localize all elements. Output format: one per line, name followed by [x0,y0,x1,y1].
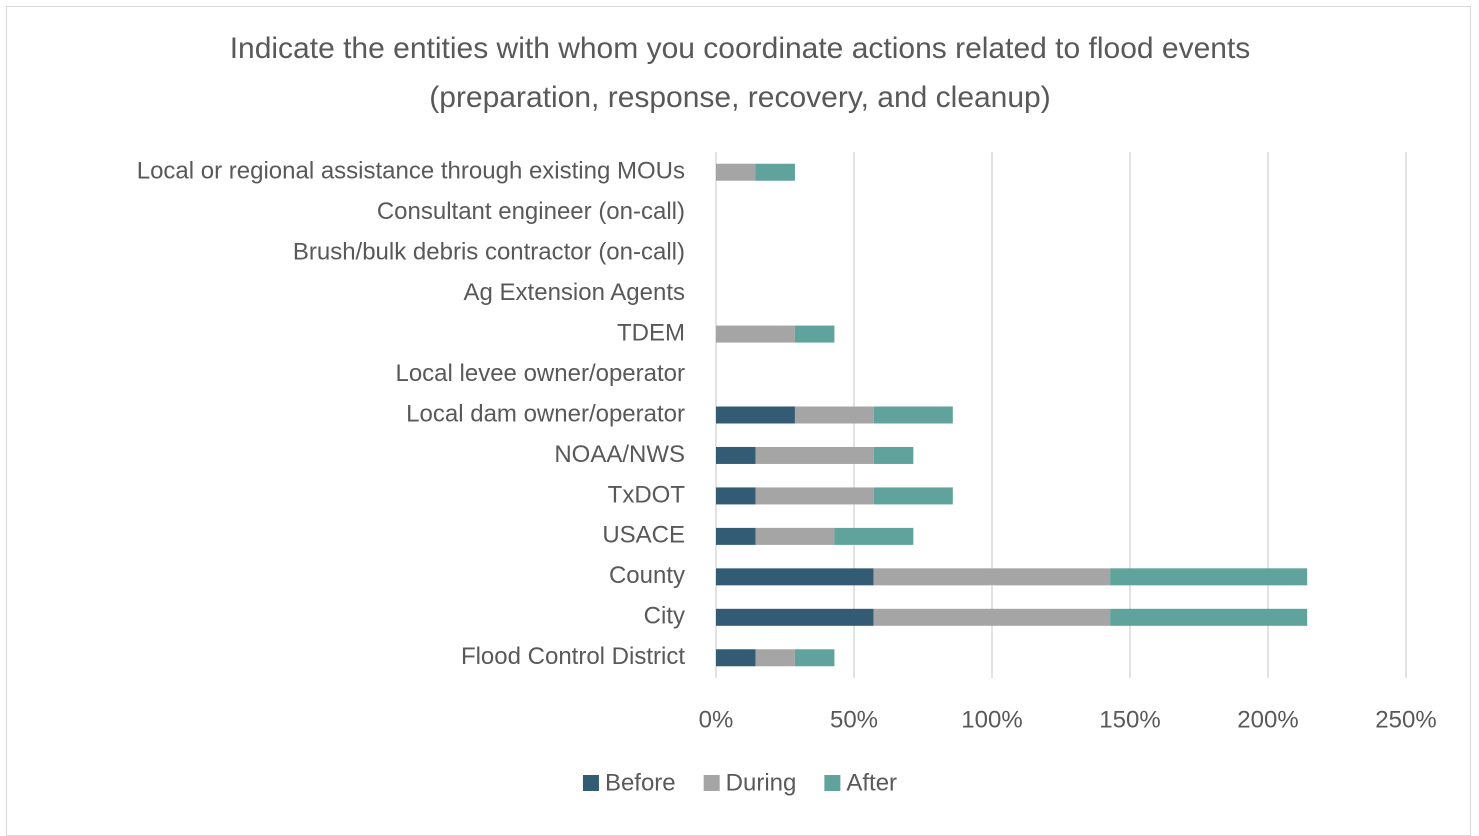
legend-label: Before [605,769,676,796]
y-tick-label: TxDOT [608,481,686,508]
legend-swatch [824,775,841,791]
bar-segment [716,487,756,505]
bar-segment [716,649,756,667]
y-tick-label: Flood Control District [461,643,685,670]
bar-segment [755,649,795,667]
y-tick-label: Local dam owner/operator [406,400,685,427]
bar-segment [1110,568,1308,586]
y-tick-label: NOAA/NWS [554,441,685,468]
y-tick-label: USACE [602,522,685,549]
bar-segment [716,446,756,464]
bar-segment [794,406,874,424]
x-tick-label: 100% [961,706,1022,733]
y-tick-label: Local or regional assistance through exi… [137,158,685,185]
legend-label: After [846,769,897,796]
x-tick-label: 0% [699,706,734,733]
bar-segment [716,527,756,545]
y-tick-label: Local levee owner/operator [395,360,685,387]
bar-segment [716,325,795,343]
bar-segment [873,406,953,424]
bar-segment [873,568,1111,586]
bar-segment [873,608,1111,626]
chart-title: Indicate the entities with whom you coor… [229,32,1251,114]
bar-segment [794,325,835,343]
y-tick-label: TDEM [617,319,685,346]
legend-swatch [582,775,599,791]
x-tick-label: 50% [830,706,878,733]
bar-segment [755,446,874,464]
x-tick-label: 150% [1099,706,1160,733]
y-tick-label: County [609,562,685,589]
y-tick-label: City [644,603,685,630]
x-tick-label: 250% [1375,706,1436,733]
bar-segment [716,163,756,181]
bar-segment [716,406,795,424]
bar-segment [794,649,835,667]
bar-segment [1110,608,1308,626]
bar-segment [716,608,874,626]
bar-segment [873,487,953,505]
bar-segment [755,527,835,545]
y-tick-label: Ag Extension Agents [464,279,685,306]
bar-segment [716,568,874,586]
x-tick-label: 200% [1237,706,1298,733]
bar-segment [873,446,914,464]
bar-segment [755,487,874,505]
legend-swatch [703,775,720,791]
bar-segment [834,527,914,545]
legend-label: During [726,769,797,796]
y-tick-label: Consultant engineer (on-call) [377,198,685,225]
bar-segment [755,163,795,181]
y-tick-label: Brush/bulk debris contractor (on-call) [293,238,685,265]
